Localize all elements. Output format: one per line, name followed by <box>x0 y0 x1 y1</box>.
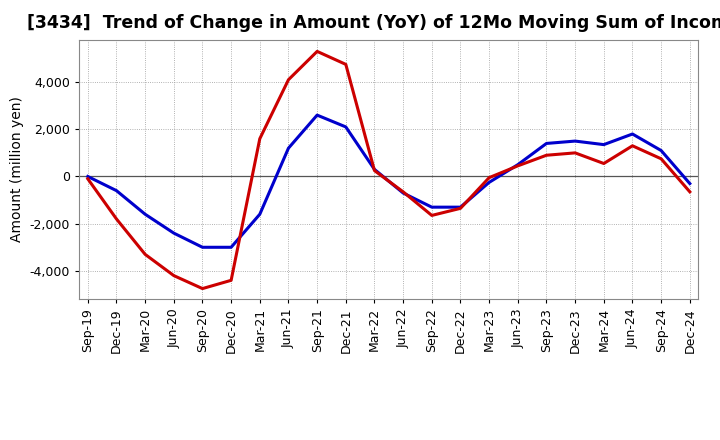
Net Income <box>227 278 235 283</box>
Ordinary Income <box>141 212 150 217</box>
Net Income <box>312 49 321 54</box>
Ordinary Income <box>84 174 92 179</box>
Ordinary Income <box>428 205 436 210</box>
Line: Ordinary Income: Ordinary Income <box>88 115 690 247</box>
Title: [3434]  Trend of Change in Amount (YoY) of 12Mo Moving Sum of Incomes: [3434] Trend of Change in Amount (YoY) o… <box>27 15 720 33</box>
Ordinary Income <box>456 205 465 210</box>
Y-axis label: Amount (million yen): Amount (million yen) <box>10 96 24 242</box>
Net Income <box>198 286 207 291</box>
Ordinary Income <box>628 132 636 137</box>
Ordinary Income <box>112 188 121 193</box>
Ordinary Income <box>312 113 321 118</box>
Ordinary Income <box>284 146 293 151</box>
Ordinary Income <box>542 141 551 146</box>
Net Income <box>169 273 178 278</box>
Ordinary Income <box>256 212 264 217</box>
Ordinary Income <box>169 231 178 236</box>
Net Income <box>256 136 264 141</box>
Line: Net Income: Net Income <box>88 51 690 289</box>
Net Income <box>284 77 293 82</box>
Ordinary Income <box>198 245 207 250</box>
Net Income <box>542 153 551 158</box>
Ordinary Income <box>341 124 350 129</box>
Net Income <box>428 213 436 218</box>
Net Income <box>112 216 121 222</box>
Ordinary Income <box>657 148 665 153</box>
Ordinary Income <box>485 180 493 185</box>
Net Income <box>657 156 665 161</box>
Ordinary Income <box>513 162 522 167</box>
Ordinary Income <box>227 245 235 250</box>
Ordinary Income <box>685 181 694 186</box>
Net Income <box>456 205 465 211</box>
Net Income <box>600 161 608 166</box>
Net Income <box>628 143 636 148</box>
Net Income <box>513 163 522 169</box>
Ordinary Income <box>600 142 608 147</box>
Ordinary Income <box>399 191 408 196</box>
Ordinary Income <box>571 139 580 144</box>
Net Income <box>84 176 92 181</box>
Net Income <box>685 189 694 194</box>
Ordinary Income <box>370 167 379 172</box>
Net Income <box>341 62 350 67</box>
Net Income <box>370 168 379 173</box>
Net Income <box>571 150 580 155</box>
Net Income <box>399 189 408 194</box>
Net Income <box>485 175 493 180</box>
Net Income <box>141 252 150 257</box>
